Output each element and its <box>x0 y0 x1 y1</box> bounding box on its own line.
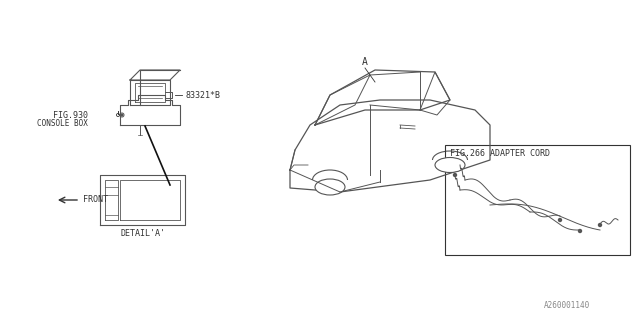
Text: FRONT: FRONT <box>83 196 108 204</box>
Circle shape <box>454 173 456 177</box>
Ellipse shape <box>315 179 345 195</box>
Text: A: A <box>362 57 368 67</box>
Bar <box>445 145 630 255</box>
Circle shape <box>121 114 123 116</box>
Text: FIG.930: FIG.930 <box>53 110 88 119</box>
Text: 83321*B: 83321*B <box>185 91 220 100</box>
Circle shape <box>598 223 602 227</box>
Ellipse shape <box>435 157 465 172</box>
Text: A260001140: A260001140 <box>544 301 590 310</box>
Circle shape <box>559 219 561 221</box>
Text: DETAIL'A': DETAIL'A' <box>120 228 165 237</box>
Text: CONSOLE BOX: CONSOLE BOX <box>37 118 88 127</box>
Circle shape <box>458 162 461 164</box>
Circle shape <box>579 229 582 233</box>
Text: FIG.266 ADAPTER CORD: FIG.266 ADAPTER CORD <box>450 148 550 157</box>
